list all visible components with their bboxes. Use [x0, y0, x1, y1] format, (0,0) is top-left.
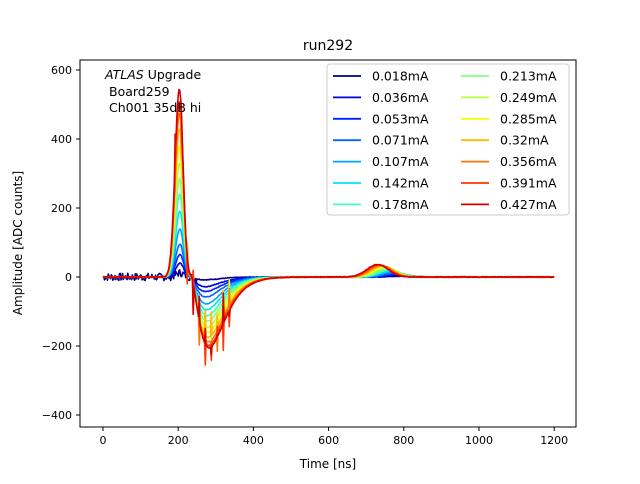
- legend-label: 0.391mA: [500, 176, 557, 191]
- legend-label: 0.213mA: [500, 69, 557, 84]
- legend-label: 0.053mA: [372, 111, 429, 126]
- legend-label: 0.071mA: [372, 133, 429, 148]
- x-tick-label: 1200: [540, 434, 568, 447]
- legend-label: 0.32mA: [500, 133, 549, 148]
- legend-label: 0.178mA: [372, 197, 429, 212]
- y-tick-label: 0: [65, 271, 72, 284]
- y-tick-label: 200: [51, 202, 72, 215]
- legend-label: 0.249mA: [500, 90, 557, 105]
- annotation-upgrade: Upgrade: [144, 67, 202, 82]
- y-ticks: −400 −200 0 200 400 600: [42, 64, 80, 422]
- axes-frame: [79, 59, 577, 428]
- x-tick-label: 800: [393, 434, 414, 447]
- legend-box: [326, 63, 570, 216]
- x-tick-label: 600: [318, 434, 339, 447]
- annotation-atlas: ATLAS: [104, 67, 144, 82]
- y-tick-label: 600: [51, 64, 72, 77]
- legend-label: 0.427mA: [500, 197, 557, 212]
- y-tick-label: −200: [42, 340, 72, 353]
- x-tick-label: 200: [168, 434, 189, 447]
- x-tick-label: 0: [100, 434, 107, 447]
- legend-label: 0.142mA: [372, 176, 429, 191]
- legend-label: 0.036mA: [372, 90, 429, 105]
- legend: 0.018mA 0.036mA 0.053mA 0.071mA 0.107mA 0.142…: [326, 63, 570, 216]
- legend-label: 0.285mA: [500, 111, 557, 126]
- chart-title: run292: [303, 38, 353, 54]
- y-tick-label: −400: [42, 409, 72, 422]
- annotation-line1: ATLAS Upgrade: [104, 67, 201, 82]
- legend-label: 0.107mA: [372, 154, 429, 169]
- series-lines: [102, 88, 555, 366]
- x-axis-label: Time [ns]: [299, 457, 356, 471]
- x-tick-label: 1000: [465, 434, 493, 447]
- legend-label: 0.356mA: [500, 154, 557, 169]
- y-axis-label: Amplitude [ADC counts]: [11, 171, 25, 315]
- series-line-0.427mA: [102, 88, 555, 356]
- annotation-board: Board259: [109, 84, 170, 99]
- y-tick-label: 400: [51, 133, 72, 146]
- x-ticks: 0 200 400 600 800 1000 1200: [100, 427, 568, 447]
- legend-label: 0.018mA: [372, 69, 429, 84]
- annotation-channel: Ch001 35dB hi: [109, 100, 201, 115]
- x-tick-label: 400: [243, 434, 264, 447]
